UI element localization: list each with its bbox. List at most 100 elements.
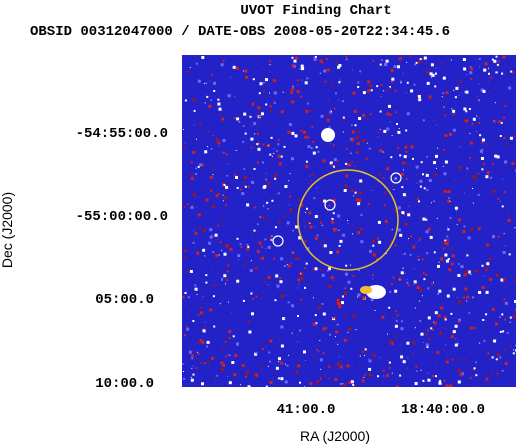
noise-pixel — [202, 228, 206, 232]
noise-pixel — [288, 204, 290, 206]
noise-pixel — [445, 327, 446, 329]
noise-pixel — [481, 264, 484, 267]
noise-pixel — [358, 269, 360, 271]
noise-pixel — [306, 77, 309, 80]
noise-pixel — [504, 222, 506, 224]
noise-pixel — [495, 71, 498, 74]
noise-pixel — [392, 185, 394, 187]
noise-pixel — [207, 131, 210, 133]
noise-pixel — [440, 257, 444, 261]
noise-pixel — [237, 342, 239, 343]
x-axis-label: RA (J2000) — [300, 428, 370, 444]
noise-pixel — [400, 172, 404, 176]
noise-pixel — [481, 168, 484, 171]
noise-pixel — [386, 285, 388, 287]
noise-pixel — [229, 247, 233, 251]
noise-pixel — [222, 363, 226, 367]
noise-pixel — [257, 126, 259, 128]
noise-pixel — [329, 110, 333, 114]
noise-pixel — [255, 295, 258, 298]
noise-pixel — [269, 64, 271, 66]
noise-pixel — [446, 239, 449, 242]
noise-pixel — [284, 185, 288, 188]
noise-pixel — [348, 381, 352, 384]
noise-pixel — [337, 160, 340, 162]
noise-pixel — [468, 108, 471, 110]
noise-pixel — [300, 298, 303, 301]
noise-pixel — [183, 249, 187, 253]
noise-pixel — [258, 115, 261, 118]
noise-pixel — [343, 292, 347, 296]
noise-pixel — [463, 107, 467, 111]
noise-pixel — [210, 80, 212, 82]
noise-pixel — [299, 273, 301, 275]
noise-pixel — [514, 300, 516, 303]
noise-pixel — [350, 287, 353, 290]
noise-pixel — [392, 317, 394, 319]
noise-pixel — [355, 165, 357, 167]
noise-pixel — [445, 360, 449, 364]
noise-pixel — [391, 372, 393, 374]
noise-pixel — [497, 66, 499, 68]
noise-pixel — [345, 264, 348, 267]
noise-pixel — [399, 374, 402, 377]
noise-pixel — [183, 146, 186, 149]
noise-pixel — [228, 337, 231, 339]
noise-pixel — [203, 83, 205, 85]
noise-pixel — [379, 149, 383, 153]
noise-pixel — [437, 314, 441, 318]
noise-pixel — [332, 316, 335, 319]
noise-pixel — [303, 350, 306, 354]
noise-pixel — [190, 376, 192, 378]
noise-pixel — [494, 154, 498, 158]
noise-pixel — [513, 135, 516, 138]
noise-pixel — [240, 246, 243, 248]
noise-pixel — [394, 289, 398, 293]
noise-pixel — [272, 79, 276, 83]
noise-pixel — [419, 288, 423, 292]
noise-pixel — [239, 188, 242, 191]
noise-pixel — [394, 111, 397, 114]
y-tick-label: 10:00.0 — [95, 376, 154, 392]
noise-pixel — [265, 78, 268, 82]
noise-pixel — [438, 261, 440, 263]
noise-pixel — [185, 290, 187, 291]
noise-pixel — [315, 322, 318, 325]
noise-pixel — [289, 195, 291, 198]
noise-pixel — [492, 235, 495, 239]
noise-pixel — [389, 141, 391, 143]
noise-pixel — [372, 59, 375, 62]
noise-pixel — [287, 301, 290, 304]
noise-pixel — [420, 275, 422, 277]
noise-pixel — [423, 342, 424, 343]
noise-pixel — [478, 122, 481, 124]
noise-pixel — [513, 280, 516, 283]
noise-pixel — [202, 329, 206, 333]
noise-pixel — [439, 66, 441, 68]
noise-pixel — [429, 235, 433, 239]
noise-pixel — [451, 254, 455, 258]
noise-pixel — [200, 163, 204, 167]
noise-pixel — [190, 205, 194, 209]
noise-pixel — [228, 381, 232, 385]
noise-pixel — [377, 375, 379, 378]
noise-pixel — [469, 132, 471, 134]
noise-pixel — [288, 180, 290, 182]
noise-pixel — [256, 250, 260, 253]
noise-pixel — [342, 383, 344, 385]
noise-pixel — [255, 373, 259, 377]
noise-pixel — [466, 295, 470, 299]
noise-pixel — [227, 301, 229, 303]
noise-pixel — [333, 107, 336, 110]
noise-pixel — [413, 280, 417, 284]
noise-pixel — [502, 55, 506, 59]
bright-source — [321, 128, 335, 142]
noise-pixel — [244, 185, 247, 188]
noise-pixel — [450, 262, 454, 266]
noise-pixel — [319, 340, 321, 342]
noise-pixel — [464, 287, 468, 291]
noise-pixel — [471, 124, 474, 127]
noise-pixel — [421, 295, 423, 297]
noise-pixel — [255, 351, 258, 354]
noise-pixel — [414, 63, 417, 66]
